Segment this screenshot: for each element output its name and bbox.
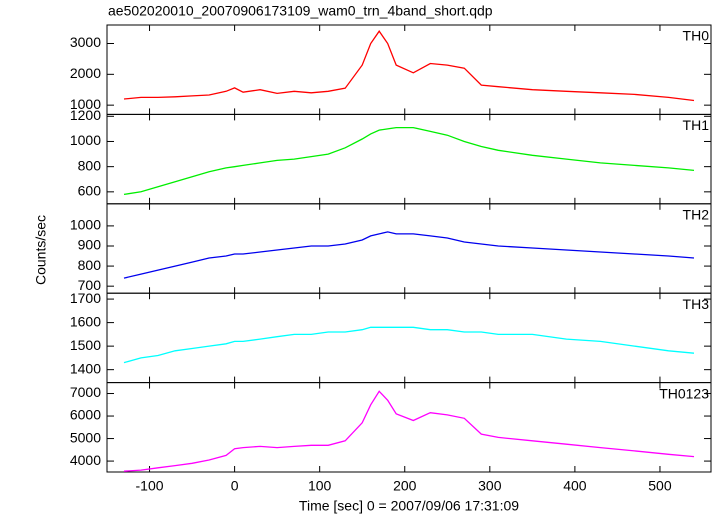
y-tick-label: 7000 bbox=[70, 384, 101, 400]
y-tick-label: 4000 bbox=[70, 452, 101, 468]
data-line bbox=[123, 126, 695, 196]
panel-label: TH1 bbox=[683, 117, 710, 133]
x-tick-label: 0 bbox=[231, 478, 239, 494]
panel-frame bbox=[106, 24, 712, 115]
y-tick-label: 700 bbox=[78, 277, 102, 293]
y-tick-label: 600 bbox=[78, 183, 102, 199]
panel-label: TH3 bbox=[683, 296, 710, 312]
y-tick-label: 800 bbox=[78, 257, 102, 273]
x-tick-label: 400 bbox=[563, 478, 587, 494]
x-tick-label: 100 bbox=[308, 478, 332, 494]
panel-label: TH0123 bbox=[659, 385, 709, 401]
panel-label: TH0 bbox=[683, 28, 710, 44]
y-tick-label: 1700 bbox=[70, 290, 101, 306]
x-tick-label: 200 bbox=[393, 478, 417, 494]
panel-frame bbox=[106, 292, 712, 384]
y-tick-label: 2000 bbox=[70, 65, 101, 81]
y-tick-label: 900 bbox=[78, 237, 102, 253]
data-line bbox=[123, 390, 695, 472]
chart-title: ae502020010_20070906173109_wam0_trn_4ban… bbox=[108, 3, 493, 19]
y-tick-label: 800 bbox=[78, 157, 102, 173]
y-tick-label: 1200 bbox=[70, 107, 101, 123]
panel-label: TH2 bbox=[683, 207, 710, 223]
data-line bbox=[123, 326, 695, 364]
y-tick-label: 1400 bbox=[70, 360, 101, 376]
y-tick-label: 1000 bbox=[70, 96, 101, 112]
y-axis-label: Counts/sec bbox=[33, 215, 49, 285]
x-axis-label: Time [sec] 0 = 2007/09/06 17:31:09 bbox=[299, 498, 519, 514]
data-line bbox=[123, 231, 695, 279]
y-tick-label: 1000 bbox=[70, 132, 101, 148]
y-tick-label: 1500 bbox=[70, 337, 101, 353]
y-tick-label: 1600 bbox=[70, 313, 101, 329]
y-tick-label: 5000 bbox=[70, 429, 101, 445]
panel-frame bbox=[106, 203, 712, 294]
y-tick-label: 1000 bbox=[70, 217, 101, 233]
y-tick-label: 3000 bbox=[70, 34, 101, 50]
data-line bbox=[123, 30, 695, 102]
y-tick-label: 6000 bbox=[70, 407, 101, 423]
x-tick-label: 300 bbox=[478, 478, 502, 494]
x-tick-label: -100 bbox=[136, 478, 164, 494]
x-tick-label: 500 bbox=[648, 478, 672, 494]
panel-frame bbox=[106, 382, 712, 473]
